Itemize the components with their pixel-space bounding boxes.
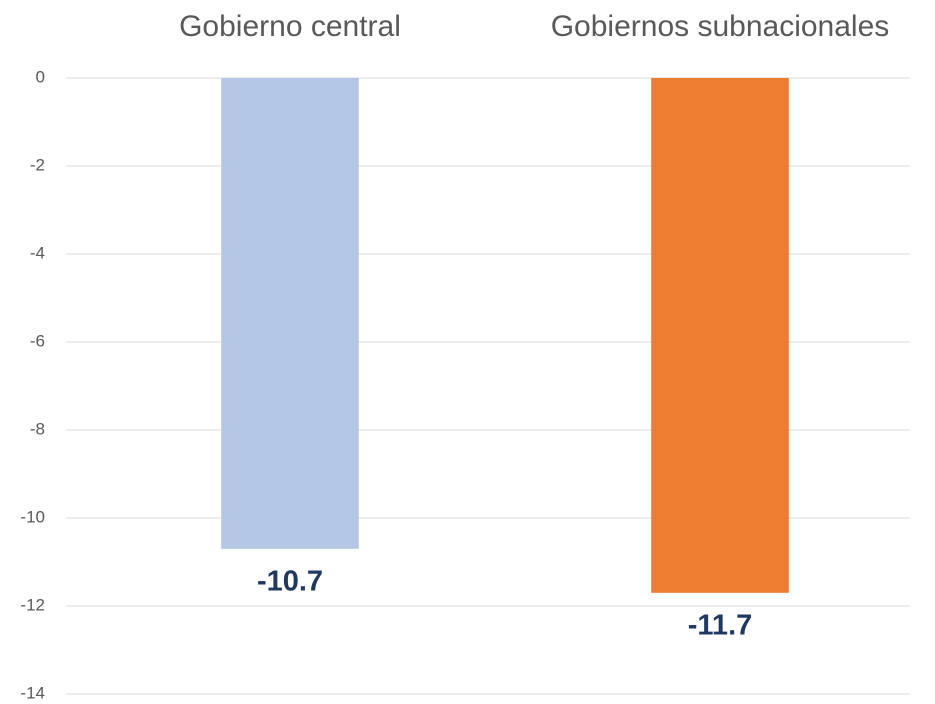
y-tick-label: -8 — [30, 419, 45, 438]
category-label: Gobiernos subnacionales — [551, 10, 890, 43]
y-tick-label: -14 — [20, 683, 45, 702]
y-tick-label: 0 — [36, 67, 45, 86]
y-tick-label: -10 — [20, 507, 45, 526]
y-tick-label: -2 — [30, 155, 45, 174]
data-label: -10.7 — [257, 565, 323, 597]
y-tick-label: -4 — [30, 243, 45, 262]
category-label: Gobierno central — [179, 10, 401, 43]
bar — [221, 78, 359, 549]
y-tick-label: -6 — [30, 331, 45, 350]
data-label: -11.7 — [688, 609, 753, 641]
y-tick-label: -12 — [20, 595, 45, 614]
bar — [651, 78, 789, 593]
